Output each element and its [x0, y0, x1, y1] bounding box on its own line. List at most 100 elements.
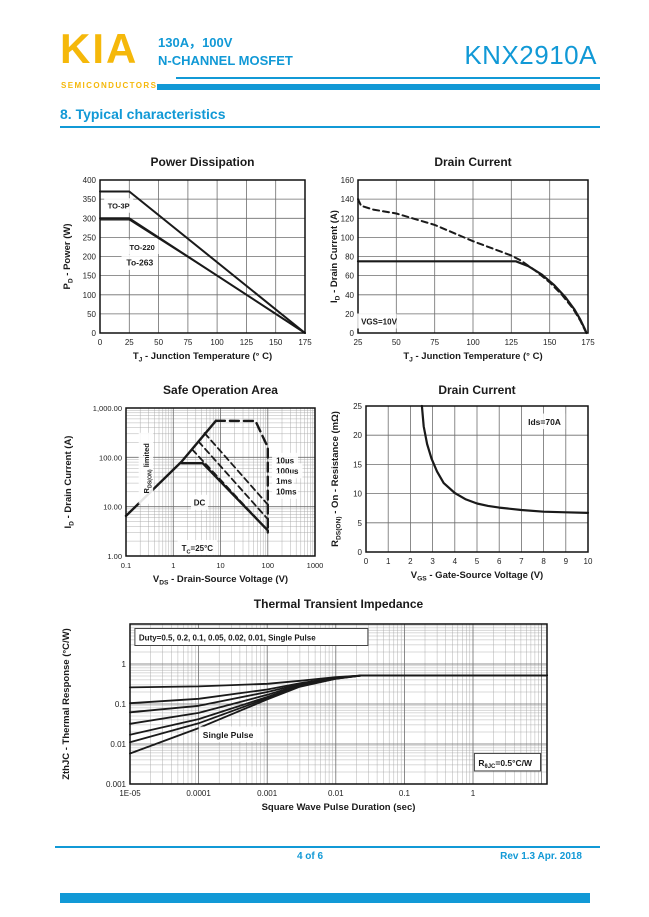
- svg-text:75: 75: [183, 338, 192, 347]
- header-rule-thick: [157, 84, 600, 90]
- svg-text:350: 350: [83, 195, 97, 204]
- svg-text:0.1: 0.1: [399, 789, 411, 798]
- svg-text:25: 25: [353, 402, 362, 411]
- svg-text:50: 50: [87, 310, 96, 319]
- svg-text:TO-3P: TO-3P: [108, 202, 130, 211]
- svg-text:1,000.00: 1,000.00: [93, 404, 122, 413]
- svg-text:10: 10: [353, 490, 362, 499]
- svg-text:5: 5: [475, 557, 480, 566]
- footer-rule: [55, 846, 600, 848]
- svg-text:0.01: 0.01: [328, 789, 344, 798]
- svg-text:1: 1: [122, 660, 127, 669]
- svg-text:300: 300: [83, 214, 97, 223]
- svg-text:TO-220: TO-220: [130, 243, 155, 252]
- svg-text:10µs: 10µs: [276, 457, 295, 466]
- page-number: 4 of 6: [296, 851, 324, 862]
- svg-text:160: 160: [341, 176, 355, 185]
- svg-text:140: 140: [341, 195, 355, 204]
- svg-text:DC: DC: [194, 499, 206, 508]
- svg-text:0: 0: [92, 329, 97, 338]
- svg-text:20: 20: [353, 431, 362, 440]
- svg-text:Power Dissipation: Power Dissipation: [150, 155, 254, 169]
- svg-text:6: 6: [497, 557, 502, 566]
- svg-text:0: 0: [350, 329, 355, 338]
- svg-text:150: 150: [543, 338, 557, 347]
- svg-text:175: 175: [298, 338, 312, 347]
- svg-text:120: 120: [341, 214, 355, 223]
- svg-text:15: 15: [353, 460, 362, 469]
- safe-operation-area-chart: 0.1 1 10 100 1000 1.00 10.00 100.00 1,000.00 Safe…: [56, 380, 328, 602]
- svg-text:100: 100: [341, 233, 355, 242]
- thermal-plot: 1E-05 0.0001 0.001 0.01 0.1 1 0.001 0.01 0.1 1 The…: [61, 597, 548, 813]
- svg-text:ZthJC - Thermal Response (°C/W: ZthJC - Thermal Response (°C/W): [61, 628, 72, 780]
- svg-text:9: 9: [564, 557, 569, 566]
- svg-text:RDS(ON) limited: RDS(ON) limited: [142, 443, 154, 494]
- svg-text:0: 0: [364, 557, 369, 566]
- header-rule-thin: [176, 77, 600, 79]
- section-heading: 8. Typical characteristics: [60, 106, 600, 128]
- svg-text:Square Wave Pulse Duration (se: Square Wave Pulse Duration (sec): [262, 802, 416, 813]
- svg-text:0: 0: [98, 338, 103, 347]
- power-dissipation-plot: 0 25 50 75 100 125 150 175 0 50 100 150 200 250 300 350…: [62, 155, 312, 364]
- svg-text:50: 50: [154, 338, 163, 347]
- svg-text:Ids=70A: Ids=70A: [528, 417, 561, 427]
- svg-text:0.01: 0.01: [110, 740, 126, 749]
- svg-text:1: 1: [471, 789, 476, 798]
- drain-current-tj-plot: 25 50 75 100 125 150 175 0 20 40 60 80 100 120 140 160 D…: [329, 155, 595, 364]
- kia-logo: KIA: [60, 25, 139, 72]
- svg-text:100µs: 100µs: [276, 467, 299, 476]
- svg-text:25: 25: [125, 338, 134, 347]
- svg-text:10ms: 10ms: [276, 488, 297, 497]
- svg-text:1ms: 1ms: [276, 477, 293, 486]
- svg-text:VGS - Gate-Source Voltage (V): VGS - Gate-Source Voltage (V): [411, 570, 543, 583]
- svg-text:75: 75: [430, 338, 439, 347]
- part-number: KNX2910A: [464, 40, 597, 70]
- svg-text:0.0001: 0.0001: [186, 789, 211, 798]
- svg-text:0: 0: [358, 548, 363, 557]
- svg-text:1: 1: [171, 561, 175, 570]
- svg-text:10.00: 10.00: [103, 503, 122, 512]
- svg-text:VGS=10V: VGS=10V: [361, 317, 397, 326]
- svg-text:7: 7: [519, 557, 524, 566]
- svg-text:RθJC=0.5°C/W: RθJC=0.5°C/W: [478, 758, 533, 771]
- svg-text:1000: 1000: [307, 561, 324, 570]
- svg-text:0.1: 0.1: [115, 700, 127, 709]
- svg-text:60: 60: [345, 272, 354, 281]
- svg-text:To-263: To-263: [126, 258, 153, 268]
- device-rating: 130A，100V: [158, 35, 233, 50]
- svg-text:RDS(ON) - On - Resistance (mΩ): RDS(ON) - On - Resistance (mΩ): [330, 411, 343, 547]
- svg-text:400: 400: [83, 176, 97, 185]
- svg-text:TJ - Junction Temperature (° C: TJ - Junction Temperature (° C): [133, 351, 272, 364]
- svg-text:2: 2: [408, 557, 413, 566]
- svg-text:200: 200: [83, 253, 97, 262]
- svg-text:80: 80: [345, 253, 354, 262]
- device-summary: 130A，100V N-CHANNEL MOSFET: [158, 34, 293, 70]
- svg-text:125: 125: [505, 338, 519, 347]
- drain-current-vs-temperature-chart: 25 50 75 100 125 150 175 0 20 40 60 80 100 120 140 160 D…: [328, 150, 600, 375]
- svg-text:Drain Current: Drain Current: [438, 383, 515, 397]
- svg-text:ID - Drain Current (A): ID - Drain Current (A): [63, 436, 76, 529]
- svg-text:5: 5: [358, 519, 363, 528]
- kia-logo-subtext: SEMICONDUCTORS: [61, 81, 158, 90]
- svg-text:Single Pulse: Single Pulse: [203, 730, 254, 740]
- svg-text:250: 250: [83, 233, 97, 242]
- svg-text:100: 100: [466, 338, 480, 347]
- svg-text:Duty=0.5, 0.2, 0.1, 0.05, 0.02: Duty=0.5, 0.2, 0.1, 0.05, 0.02, 0.01, Si…: [139, 633, 316, 642]
- svg-text:25: 25: [354, 338, 363, 347]
- svg-text:10: 10: [216, 561, 224, 570]
- svg-text:Thermal Transient Impedance: Thermal Transient Impedance: [254, 597, 424, 611]
- svg-text:PD - Power (W): PD - Power (W): [62, 223, 75, 289]
- svg-text:100: 100: [262, 561, 275, 570]
- svg-text:40: 40: [345, 291, 354, 300]
- device-type: N-CHANNEL MOSFET: [158, 53, 293, 69]
- svg-text:4: 4: [453, 557, 458, 566]
- svg-text:150: 150: [83, 272, 97, 281]
- svg-text:3: 3: [430, 557, 435, 566]
- footer-bar: [60, 893, 590, 903]
- svg-text:175: 175: [581, 338, 595, 347]
- on-resistance-vs-vgs-chart: 0 1 2 3 4 5 6 7 8 9 10 0 5 10 15 20 25 Drain Current VGS -…: [328, 378, 600, 600]
- svg-text:TJ - Junction Temperature (° C: TJ - Junction Temperature (° C): [403, 351, 542, 364]
- svg-text:100.00: 100.00: [99, 453, 122, 462]
- svg-text:8: 8: [541, 557, 546, 566]
